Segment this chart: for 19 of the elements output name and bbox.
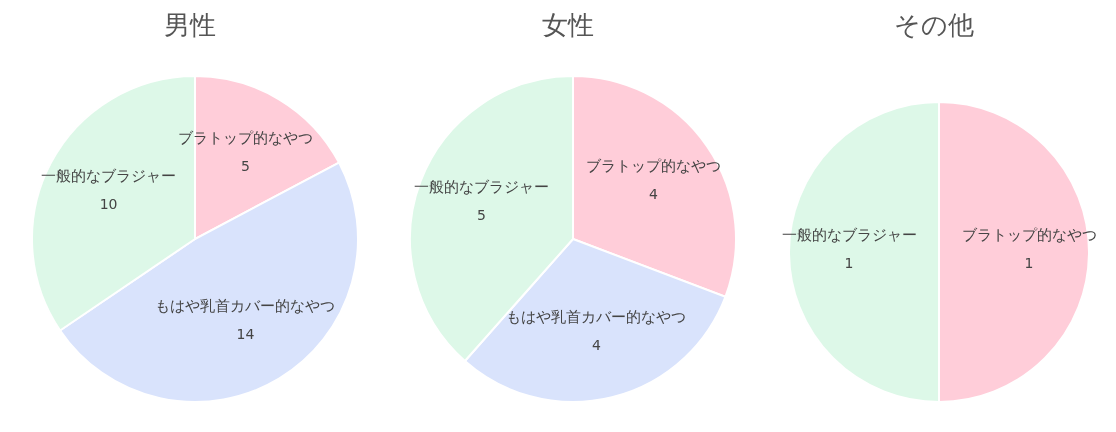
data-label: 1 [1024,255,1034,271]
data-label: 4 [649,186,659,203]
chart-title: 男性 [163,9,217,42]
data-label: 5 [477,207,487,224]
data-label: 14 [236,325,255,342]
data-label: 1 [844,255,854,271]
data-label: 5 [240,158,250,175]
slice-label: 一般的なブラジャー [781,226,917,244]
chart-title: その他 [893,9,975,42]
data-label: 4 [591,336,601,353]
slice-label: ブラトップ的なやつ [177,129,313,148]
slice-label: 一般的なブラジャー [414,178,550,197]
slice-label: もはや乳首カバー的なやつ [155,296,336,315]
chart-title: 女性 [541,9,595,42]
slice-label: もはや乳首カバー的なやつ [506,307,687,326]
slice-label: 一般的なブラジャー [41,167,177,186]
data-label: 10 [99,196,118,213]
slice-label: ブラトップ的なやつ [961,226,1097,244]
slice-label: ブラトップ的なやつ [585,157,721,176]
